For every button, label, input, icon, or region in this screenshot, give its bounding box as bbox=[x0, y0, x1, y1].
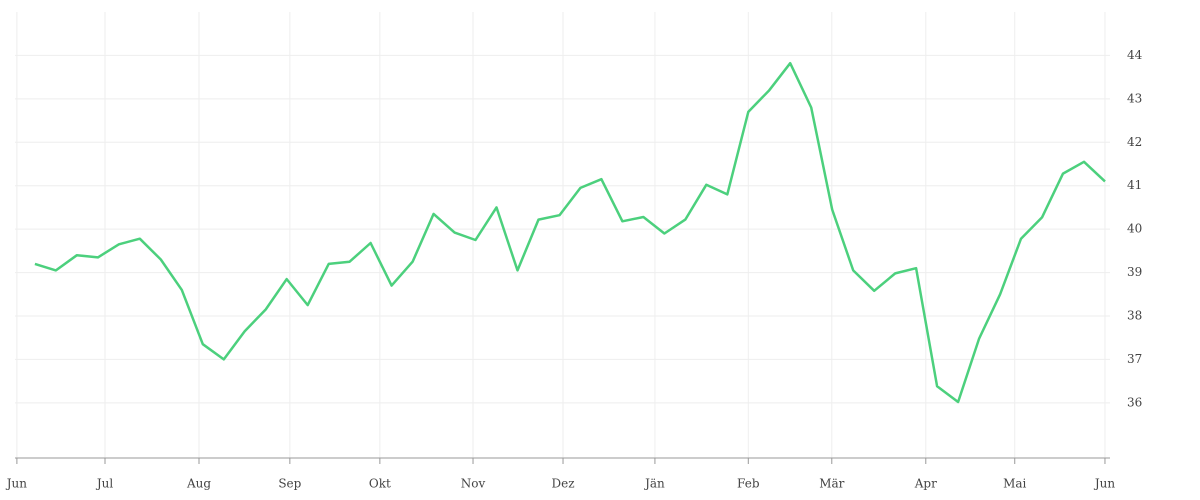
y-tick-label: 37 bbox=[1127, 352, 1142, 366]
x-tick-label: Jän bbox=[643, 477, 665, 491]
x-tick-label: Dez bbox=[552, 477, 575, 491]
x-tick-label: Sep bbox=[278, 477, 301, 491]
y-tick-label: 42 bbox=[1127, 135, 1142, 149]
y-tick-label: 36 bbox=[1127, 395, 1142, 409]
x-tick-label: Apr bbox=[914, 477, 937, 491]
x-tick-label: Feb bbox=[737, 477, 760, 491]
x-tick-label: Okt bbox=[369, 477, 391, 491]
x-tick-label: Jun bbox=[1093, 477, 1116, 491]
y-tick-label: 39 bbox=[1127, 265, 1142, 279]
x-tick-label: Jun bbox=[5, 477, 28, 491]
x-tick-label: Mär bbox=[819, 477, 844, 491]
x-tick-label: Aug bbox=[186, 477, 211, 491]
y-tick-label: 41 bbox=[1127, 178, 1142, 192]
x-tick-label: Mai bbox=[1003, 477, 1026, 491]
y-tick-label: 44 bbox=[1127, 48, 1143, 62]
x-tick-label: Nov bbox=[461, 477, 486, 491]
y-tick-label: 38 bbox=[1127, 308, 1142, 322]
x-tick-label: Jul bbox=[95, 477, 114, 491]
y-tick-label: 40 bbox=[1127, 222, 1142, 236]
y-tick-label: 43 bbox=[1127, 91, 1142, 105]
line bbox=[34, 61, 1106, 404]
